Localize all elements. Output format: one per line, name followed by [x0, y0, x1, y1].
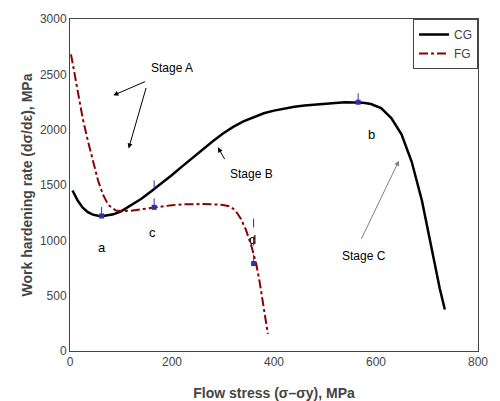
svg-text:1000: 1000: [40, 234, 67, 248]
svg-text:Stage B: Stage B: [230, 167, 273, 181]
svg-text:c: c: [149, 225, 156, 240]
svg-text:500: 500: [47, 289, 67, 303]
svg-text:Flow stress (σ–σy), MPa: Flow stress (σ–σy), MPa: [193, 385, 355, 401]
svg-text:CG: CG: [454, 28, 472, 42]
svg-text:Stage A: Stage A: [151, 61, 193, 75]
svg-text:3000: 3000: [40, 12, 67, 26]
svg-text:0: 0: [67, 355, 74, 369]
svg-text:600: 600: [366, 355, 386, 369]
svg-text:400: 400: [264, 355, 284, 369]
svg-text:b: b: [368, 127, 375, 142]
svg-text:d: d: [249, 232, 256, 247]
svg-text:800: 800: [468, 355, 488, 369]
svg-text:Stage C: Stage C: [342, 249, 386, 263]
svg-text:0: 0: [60, 344, 67, 358]
svg-text:Work hardening rate (dσ/dε), M: Work hardening rate (dσ/dε), MPa: [19, 73, 35, 296]
svg-text:200: 200: [162, 355, 182, 369]
svg-text:2500: 2500: [40, 68, 67, 82]
svg-text:1500: 1500: [40, 178, 67, 192]
svg-text:2000: 2000: [40, 123, 67, 137]
svg-text:FG: FG: [454, 47, 471, 61]
svg-text:a: a: [98, 240, 106, 255]
